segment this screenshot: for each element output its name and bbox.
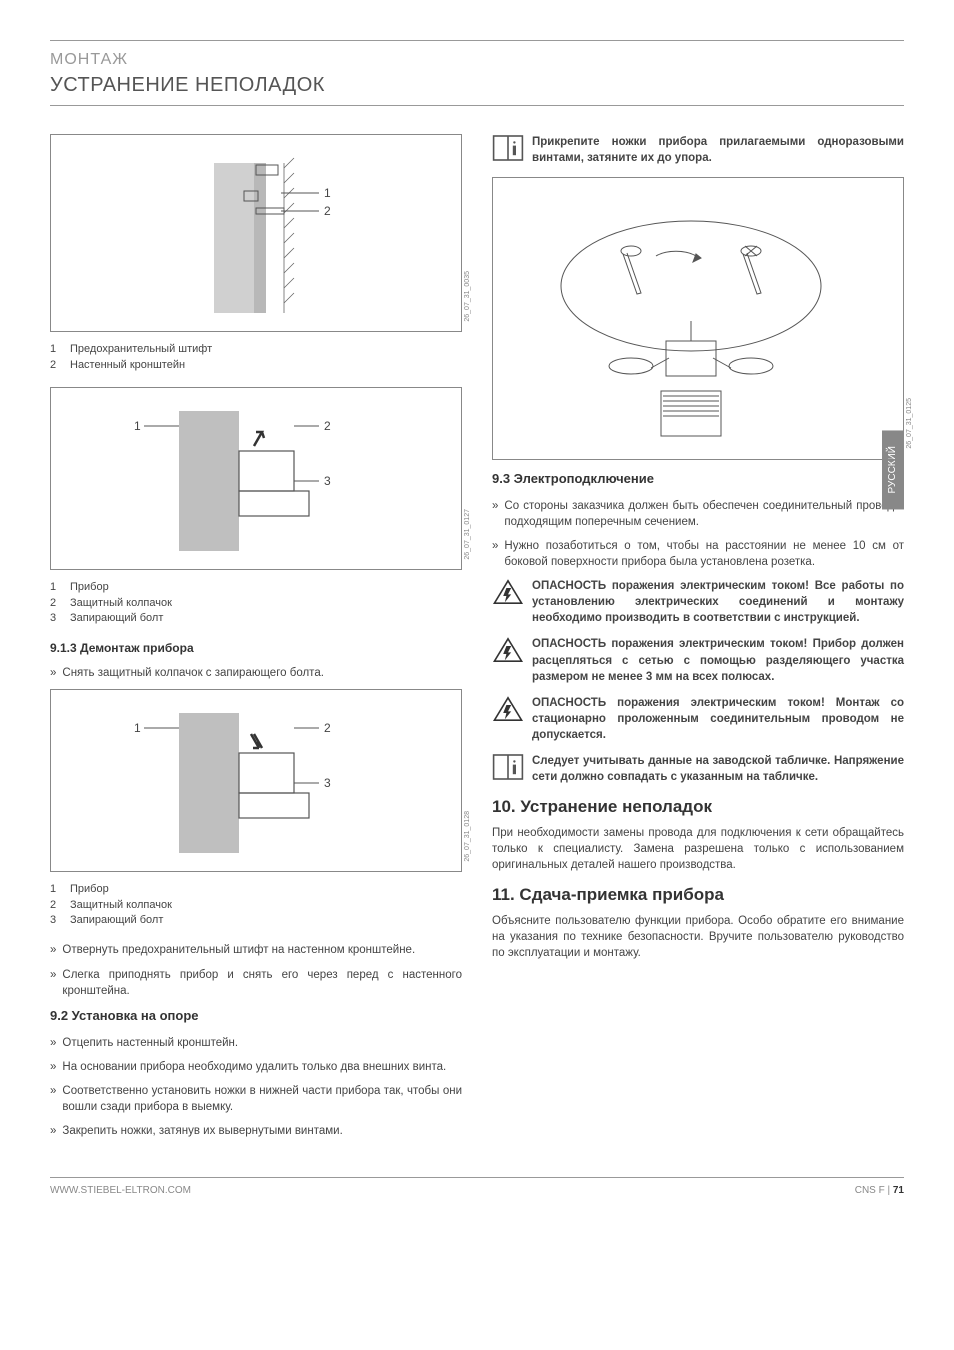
legend-num: 3 [50,611,62,626]
warning-box: ОПАСНОСТЬ поражения электрическим током!… [492,578,904,626]
heading-10: 10. Устранение неполадок [492,795,904,819]
bullet-text: Отцепить настенный кронштейн. [62,1035,238,1051]
bullet: »Со стороны заказчика должен быть обеспе… [492,498,904,530]
heading-92: 9.2 Установка на опоре [50,1007,462,1025]
legend-text: Запирающий болт [70,611,163,626]
figure-wall-bracket: 1 2 26_07_31_0035 [50,134,462,332]
bullet-text: Со стороны заказчика должен быть обеспеч… [504,498,904,530]
warning-box: ОПАСНОСТЬ поражения электрическим током!… [492,636,904,684]
bullet-text: На основании прибора необходимо удалить … [62,1059,446,1075]
bullet: »Отвернуть предохранительный штифт на на… [50,942,462,958]
legend-num: 1 [50,342,62,357]
svg-text:3: 3 [324,474,331,488]
warning-icon [492,578,524,606]
bullet: »Отцепить настенный кронштейн. [50,1035,462,1051]
figure-id: 26_07_31_0035 [463,271,473,322]
legend-3: 1 Прибор 2 Защитный колпачок 3 Запирающий б… [50,882,462,928]
svg-text:2: 2 [324,419,331,433]
svg-text:3: 3 [324,776,331,790]
top-rule [50,40,904,41]
page-header: МОНТАЖ УСТРАНЕНИЕ НЕПОЛАДОК [50,49,904,99]
fig1-label2: 2 [324,204,331,218]
fig1-label1: 1 [324,186,331,200]
bullet: »Закрепить ножки, затянув их вывернутыми… [50,1123,462,1139]
heading-913: 9.1.3 Демонтаж прибора [50,640,462,657]
info-box-top: Прикрепите ножки прибора прилагаемыми од… [492,134,904,166]
warning-icon [492,695,524,723]
paragraph: Объясните пользователю функции прибора. … [492,913,904,961]
figure-cap-off: 1 2 3 26_07_31_0128 [50,689,462,872]
header-rule [50,105,904,106]
figure-id: 26_07_31_0127 [463,509,473,560]
bullet-text: Нужно позаботиться о том, чтобы на расст… [504,538,904,570]
bullet-text: Соответственно установить ножки в нижней… [62,1083,462,1115]
right-column: Прикрепите ножки прибора прилагаемыми од… [492,134,904,1147]
footer-page-number: 71 [893,1185,904,1196]
bullet-text: Закрепить ножки, затянув их вывернутыми … [62,1123,342,1139]
figure-id: 26_07_31_0128 [463,811,473,862]
bullet-text: Отвернуть предохранительный штифт на нас… [62,942,415,958]
legend-1: 1 Предохранительный штифт 2 Настенный крон… [50,342,462,373]
warning-icon [492,636,524,664]
left-column: 1 2 26_07_31_0035 1 Предохранительный шти… [50,134,462,1147]
warning-text: ОПАСНОСТЬ поражения электрическим током!… [532,578,904,626]
legend-text: Прибор [70,580,109,595]
legend-text: Запирающий болт [70,913,163,928]
footer-product: CNS F | [855,1185,893,1196]
info-text: Следует учитывать данные на заводской та… [532,753,904,785]
bullet: »На основании прибора необходимо удалить… [50,1059,462,1075]
legend-text: Прибор [70,882,109,897]
svg-text:1: 1 [134,721,141,735]
bullet: »Нужно позаботиться о том, чтобы на расс… [492,538,904,570]
info-icon [492,753,524,781]
legend-text: Предохранительный штифт [70,342,212,357]
legend-text: Защитный колпачок [70,898,172,913]
bullet: »Снять защитный колпачок с запирающего б… [50,665,462,681]
svg-text:1: 1 [134,419,141,433]
figure-cap-on: 1 2 3 26_07_31_0127 [50,387,462,570]
bullet: »Слегка приподнять прибор и снять его че… [50,967,462,999]
warning-text: ОПАСНОСТЬ поражения электрическим током!… [532,636,904,684]
legend-text: Настенный кронштейн [70,358,185,373]
warning-box: ОПАСНОСТЬ поражения электрическим током!… [492,695,904,743]
legend-num: 1 [50,882,62,897]
legend-num: 2 [50,596,62,611]
bullet: »Соответственно установить ножки в нижне… [50,1083,462,1115]
warning-text: ОПАСНОСТЬ поражения электрическим током!… [532,695,904,743]
paragraph: При необходимости замены провода для под… [492,825,904,873]
svg-text:2: 2 [324,721,331,735]
figure-id: 26_07_31_0125 [905,398,915,449]
figure-feet: 26_07_31_0125 [492,177,904,460]
page-footer: WWW.STIEBEL-ELTRON.COM CNS F | 71 [50,1177,904,1198]
heading-93: 9.3 Электроподключение [492,470,904,488]
info-text: Прикрепите ножки прибора прилагаемыми од… [532,134,904,166]
info-icon [492,134,524,162]
bullet-text: Снять защитный колпачок с запирающего бо… [62,665,324,681]
header-subtitle: МОНТАЖ [50,49,904,71]
legend-num: 3 [50,913,62,928]
info-box-bottom: Следует учитывать данные на заводской та… [492,753,904,785]
legend-num: 2 [50,898,62,913]
legend-num: 2 [50,358,62,373]
bullet-text: Слегка приподнять прибор и снять его чер… [62,967,462,999]
legend-num: 1 [50,580,62,595]
header-title: УСТРАНЕНИЕ НЕПОЛАДОК [50,71,904,99]
heading-11: 11. Сдача-приемка прибора [492,883,904,907]
footer-right: CNS F | 71 [855,1184,904,1198]
footer-url: WWW.STIEBEL-ELTRON.COM [50,1184,191,1198]
legend-2: 1 Прибор 2 Защитный колпачок 3 Запирающий б… [50,580,462,626]
legend-text: Защитный колпачок [70,596,172,611]
